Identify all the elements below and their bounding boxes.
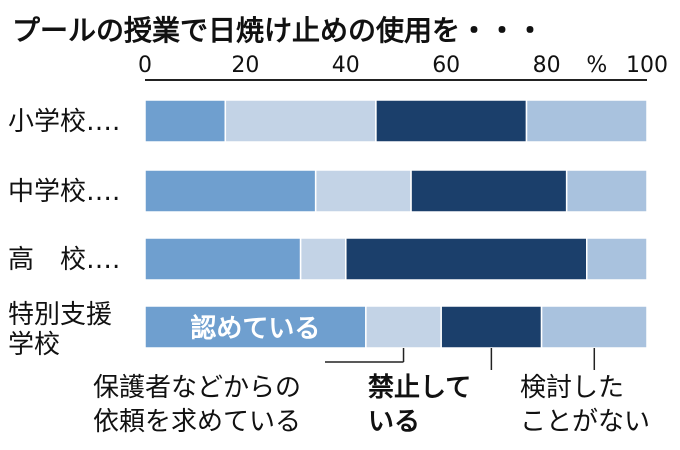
- x-tick-label: 60: [432, 53, 460, 78]
- bar-segment: [224, 99, 377, 143]
- x-tick-label: 100: [626, 53, 668, 78]
- category-label: 特別支援: [8, 300, 112, 330]
- bars: [144, 99, 648, 349]
- bar-segment: [144, 169, 317, 213]
- bar-segment: [144, 99, 227, 143]
- x-tick-label: 0: [138, 53, 152, 78]
- bar-segment: [540, 305, 648, 349]
- bar-segment: [525, 99, 648, 143]
- bar-segment: [565, 169, 648, 213]
- x-unit-label: %: [586, 53, 607, 78]
- bar-segment: [314, 169, 412, 213]
- legend-label-series-1: 認めている: [190, 313, 320, 344]
- legend-label-series-4: 検討した: [520, 373, 624, 403]
- bar-segment: [365, 305, 442, 349]
- legend-label-series-2: 依頼を求めている: [93, 407, 301, 437]
- x-tick-label: 20: [231, 53, 259, 78]
- legend-label-series-4: ことがない: [520, 407, 650, 437]
- legend-label-series-3: いる: [368, 407, 420, 437]
- bar-segment: [345, 237, 588, 281]
- bar-segment: [410, 169, 568, 213]
- category-label: 高 校….: [8, 245, 120, 275]
- category-label: 学校: [8, 330, 60, 360]
- x-tick-label: 80: [533, 53, 561, 78]
- bar-segment: [440, 305, 543, 349]
- x-axis-ticks: 0 20 40 60 80 100%: [138, 53, 668, 78]
- legend-label-series-3: 禁止して: [368, 373, 471, 403]
- bar-segment: [144, 237, 302, 281]
- category-label: 中学校….: [8, 177, 120, 207]
- chart-title: プールの授業で日焼け止めの使用を・・・: [12, 14, 544, 47]
- bar-segment: [375, 99, 528, 143]
- x-tick-label: 40: [332, 53, 360, 78]
- legend-label-series-2: 保護者などからの: [93, 373, 301, 403]
- category-label: 小学校….: [8, 107, 120, 137]
- bar-segment: [299, 237, 347, 281]
- bar-segment: [586, 237, 648, 281]
